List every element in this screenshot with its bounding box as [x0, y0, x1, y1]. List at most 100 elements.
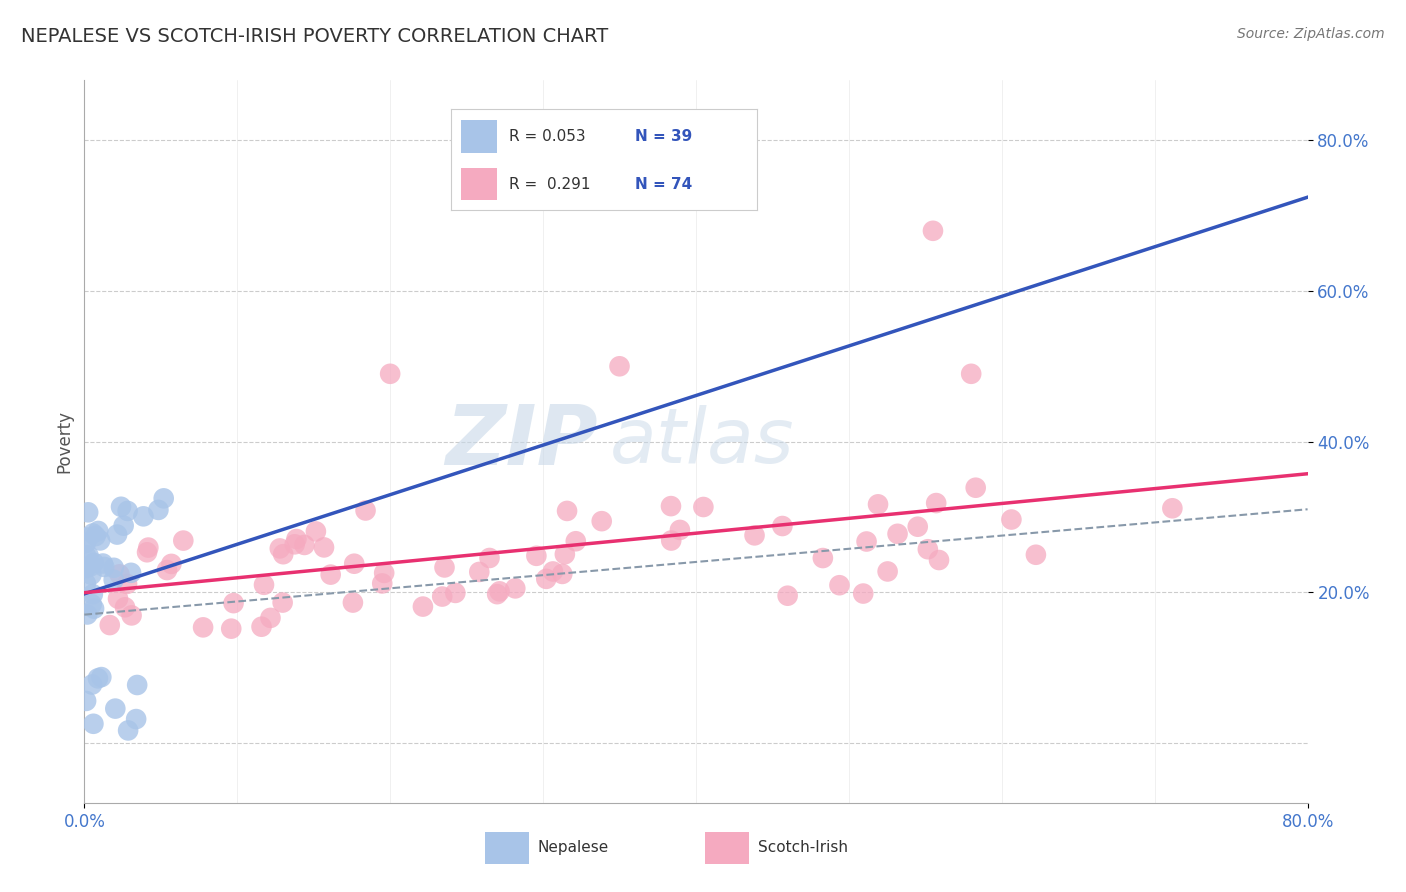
Point [744, 528, 766, 542]
Point [75, 536, 97, 550]
Point [354, 503, 377, 517]
Point [125, 712, 148, 726]
Point [609, 359, 631, 374]
Point [91, 557, 114, 571]
Point [555, 504, 578, 518]
Point [412, 599, 434, 614]
Point [152, 491, 174, 506]
Point [965, 481, 987, 495]
Point [82, 587, 104, 601]
Point [312, 541, 335, 555]
Point [1025, 548, 1047, 562]
Point [89, 533, 111, 548]
Point [565, 534, 588, 549]
Point [127, 678, 149, 692]
Point [526, 549, 548, 563]
Point [103, 573, 125, 587]
Point [253, 578, 276, 592]
Point [811, 551, 834, 566]
Point [380, 367, 402, 381]
Point [284, 537, 307, 551]
Point [852, 586, 875, 600]
Point [551, 566, 574, 581]
Point [75, 549, 97, 563]
Point [536, 572, 558, 586]
Point [90, 670, 112, 684]
Point [928, 553, 950, 567]
Point [305, 524, 328, 539]
Point [433, 560, 456, 574]
Point [1000, 512, 1022, 526]
Point [468, 565, 491, 579]
Point [82, 716, 104, 731]
Point [866, 497, 889, 511]
Point [855, 534, 877, 549]
Point [343, 557, 366, 571]
Point [156, 563, 179, 577]
Point [591, 514, 613, 528]
Point [75, 694, 97, 708]
Point [121, 608, 143, 623]
Point [886, 526, 908, 541]
Point [80, 567, 103, 582]
Point [770, 519, 793, 533]
Point [294, 538, 316, 552]
Point [692, 500, 714, 514]
Point [659, 533, 682, 548]
Point [488, 584, 510, 599]
Point [114, 600, 136, 615]
Point [541, 565, 564, 579]
Point [478, 551, 501, 566]
Point [98, 618, 121, 632]
Point [917, 542, 939, 557]
Point [80, 677, 103, 691]
Y-axis label: Poverty: Poverty [55, 410, 73, 473]
Point [120, 566, 142, 580]
Point [138, 541, 160, 555]
Point [80, 597, 103, 611]
Point [269, 541, 291, 556]
Point [503, 582, 526, 596]
Point [776, 589, 799, 603]
Point [250, 620, 273, 634]
Text: NEPALESE VS SCOTCH-IRISH POVERTY CORRELATION CHART: NEPALESE VS SCOTCH-IRISH POVERTY CORRELA… [21, 27, 609, 45]
Point [191, 620, 214, 634]
Point [554, 547, 576, 561]
Point [110, 500, 132, 514]
Point [136, 545, 159, 559]
Point [486, 587, 509, 601]
Point [77, 549, 100, 563]
Point [828, 578, 851, 592]
Point [219, 622, 242, 636]
Point [108, 567, 131, 582]
Point [444, 586, 467, 600]
Point [371, 576, 394, 591]
Point [271, 547, 294, 561]
Point [77, 505, 100, 519]
Point [659, 499, 682, 513]
Point [83, 601, 105, 615]
Point [107, 591, 129, 606]
Point [1161, 501, 1184, 516]
Point [79, 559, 101, 574]
Point [960, 367, 983, 381]
Point [285, 532, 308, 546]
Point [83, 556, 105, 570]
Point [87, 672, 110, 686]
Point [319, 567, 342, 582]
Point [93, 560, 115, 574]
Point [148, 503, 170, 517]
Point [76, 531, 98, 545]
Point [432, 590, 454, 604]
Point [76, 607, 98, 622]
Point [669, 523, 692, 537]
Point [172, 533, 194, 548]
Point [75, 561, 97, 575]
Point [84, 529, 107, 543]
Point [105, 527, 128, 541]
Point [373, 566, 395, 580]
Point [87, 524, 110, 538]
Point [925, 496, 948, 510]
Text: ZIP: ZIP [446, 401, 598, 482]
Text: Source: ZipAtlas.com: Source: ZipAtlas.com [1237, 27, 1385, 41]
